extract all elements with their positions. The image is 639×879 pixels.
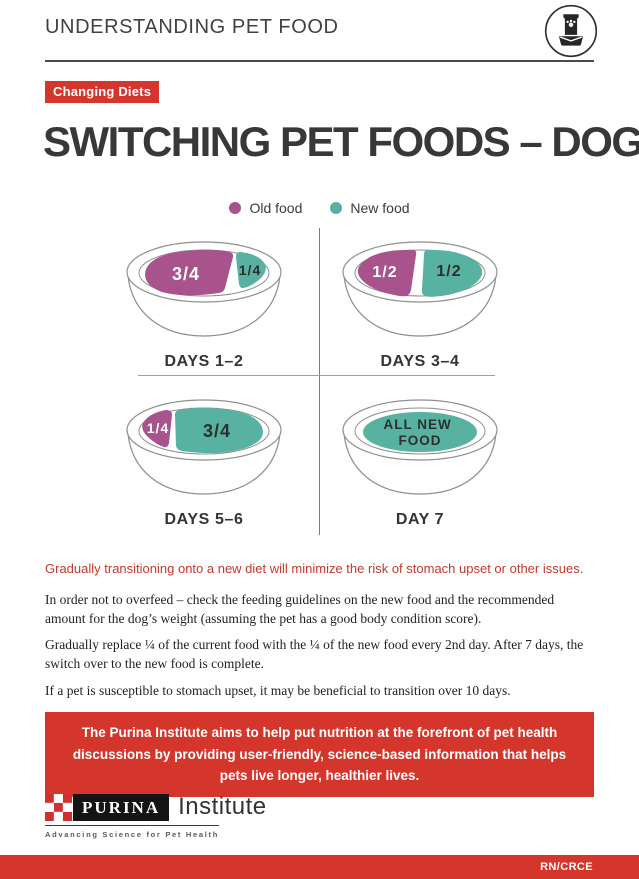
mission-banner: The Purina Institute aims to help put nu… [45,712,594,797]
fraction-old: 3/4 [172,264,200,284]
new-food-dot-icon [330,202,343,214]
highlight-sentence: Gradually transitioning onto a new diet … [45,561,584,576]
page-title: SWITCHING PET FOODS – DOGS [43,118,639,165]
grid-divider-horizontal [138,375,495,376]
bottom-bar: RN/CRCE [0,855,639,879]
fraction-new: 1/4 [239,262,261,278]
bowl-days-1-2-graphic: 3/4 1/4 [126,241,282,337]
grid-divider-vertical [319,228,320,535]
legend-new-label: New food [350,200,410,216]
document-code: RN/CRCE [540,861,593,873]
legend-item-new-food: New food [330,200,410,216]
paragraph-1: In order not to overfeed – check the fee… [45,592,555,626]
paragraph-2: Gradually replace ¼ of the current food … [45,637,584,671]
bowl-label: DAY 7 [395,511,445,528]
bowl-days-5-6-graphic: 1/4 3/4 [126,399,282,495]
header-divider [45,60,594,62]
purina-institute-logo: PURINA Institute [45,793,267,821]
bowl-days-1-2: 3/4 1/4 DAYS 1–2 [112,236,296,371]
legend-old-label: Old food [249,200,303,216]
bowl-days-3-4: 1/2 1/2 DAYS 3–4 [328,236,512,371]
bowl-days-5-6: 1/4 3/4 DAYS 5–6 [112,394,296,529]
paragraph-3: If a pet is susceptible to stomach upset… [45,682,511,698]
fraction-old: 1/2 [372,264,397,281]
legend-item-old-food: Old food [229,200,302,216]
section-badge: Changing Diets [45,81,160,103]
footer-logo: PURINA Institute Advancing Science for P… [45,793,267,839]
institute-wordmark: Institute [178,793,267,820]
brand-tagline: Advancing Science for Pet Health [45,825,219,839]
bowl-label: DAYS 1–2 [164,353,244,370]
bowl-day-7-graphic: ALL NEW FOOD [342,399,498,495]
page-header-title: UNDERSTANDING PET FOOD [45,16,339,38]
bowl-day-7: ALL NEW FOOD DAY 7 [328,394,512,529]
fraction-new: 1/2 [436,263,461,280]
purina-checkerboard-icon [45,793,72,821]
bowl-label: DAYS 5–6 [164,511,244,528]
old-food-dot-icon [229,202,242,214]
fraction-old: 1/4 [147,420,169,436]
bowl-label: DAYS 3–4 [380,353,460,370]
all-new-food-label: ALL NEW FOOD [383,417,456,448]
pet-food-bag-bowl-icon [544,4,598,58]
fraction-new: 3/4 [203,421,231,441]
bowl-days-3-4-graphic: 1/2 1/2 [342,241,498,337]
legend: Old food New food [0,200,639,216]
body-text-block: Gradually transitioning onto a new diet … [45,561,595,708]
purina-wordmark: PURINA [73,793,170,821]
